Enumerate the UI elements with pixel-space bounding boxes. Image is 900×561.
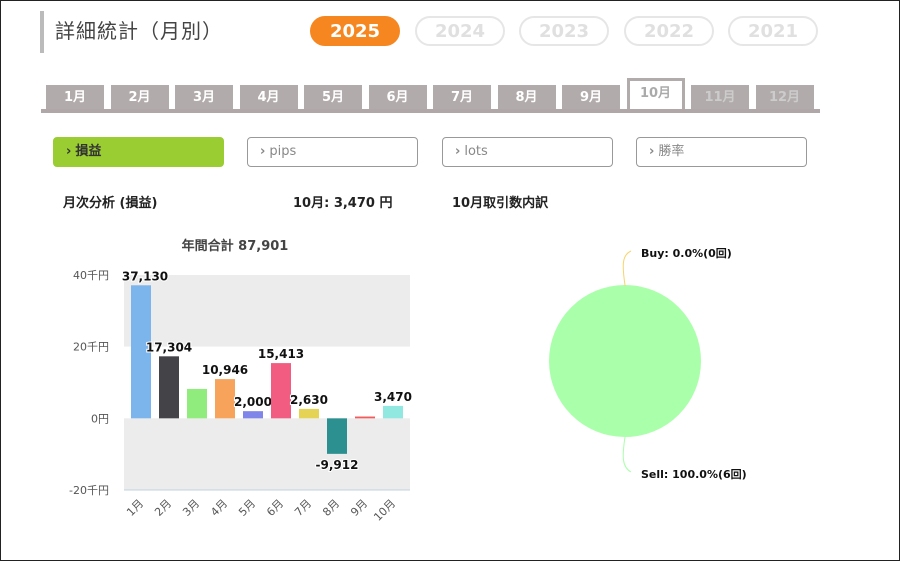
bar-4 (215, 379, 235, 419)
x-tick-label: 3月 (180, 497, 202, 519)
pie-label-sell: Sell: 100.0%(6回) (641, 467, 747, 481)
mode-label: pips (269, 144, 297, 159)
year-button-2023[interactable]: 2023 (519, 16, 609, 46)
tab-month-5[interactable]: 5月 (304, 85, 362, 109)
bar-data-label: 3,470 (374, 390, 412, 404)
tab-month-2[interactable]: 2月 (110, 85, 169, 109)
page-title: 詳細統計（月別） (55, 19, 223, 43)
y-tick-label: 0円 (91, 412, 109, 425)
month-total: 10月: 3,470 円 (293, 196, 393, 211)
tab-month-11[interactable]: 11月 (691, 85, 749, 109)
x-tick-label: 4月 (208, 497, 230, 519)
bar-10 (383, 405, 403, 419)
tab-month-10[interactable]: 10月 (626, 78, 685, 109)
plot-band-lower (124, 418, 410, 490)
pie-connector-sell (622, 436, 632, 473)
x-tick-label: 9月 (348, 497, 370, 519)
mode-label: 勝率 (658, 144, 685, 159)
y-tick-label: -20千円 (69, 484, 109, 497)
x-tick-label: 6月 (264, 497, 286, 519)
tab-month-8[interactable]: 8月 (497, 85, 556, 109)
bar-data-label: 37,130 (122, 269, 168, 283)
y-tick-label: 20千円 (73, 341, 109, 354)
chevron-right-icon: › (260, 144, 266, 159)
tab-month-3[interactable]: 3月 (175, 85, 233, 109)
tab-month-6[interactable]: 6月 (368, 85, 427, 109)
year-button-2025[interactable]: 2025 (310, 16, 400, 46)
pie-slice-sell (549, 285, 701, 437)
bar-data-label: -9,912 (316, 458, 359, 472)
chevron-right-icon: › (66, 144, 72, 159)
mode-button-pips[interactable]: › pips (247, 137, 418, 167)
bar-1 (131, 285, 151, 419)
y-tick-label: 40千円 (73, 269, 109, 282)
bar-9 (355, 416, 375, 419)
tab-month-7[interactable]: 7月 (433, 85, 491, 109)
bar-5 (243, 411, 263, 419)
year-button-2022[interactable]: 2022 (624, 16, 714, 46)
mode-button-winrate[interactable]: › 勝率 (636, 137, 807, 167)
x-tick-label: 5月 (236, 497, 258, 519)
x-tick-label: 7月 (292, 497, 314, 519)
bar-8 (327, 418, 347, 454)
title-accent-bar (40, 11, 44, 53)
x-tick-label: 8月 (320, 497, 342, 519)
x-tick-label: 2月 (152, 497, 174, 519)
tab-month-4[interactable]: 4月 (239, 85, 298, 109)
chevron-right-icon: › (649, 144, 655, 159)
tab-month-12[interactable]: 12月 (755, 85, 814, 109)
tab-month-1[interactable]: 1月 (46, 85, 104, 109)
pie-connector-buy (622, 250, 632, 286)
mode-label: 損益 (75, 144, 102, 159)
mode-button-lots[interactable]: › lots (442, 137, 613, 167)
chevron-right-icon: › (455, 144, 461, 159)
bar-chart-title: 年間合計 87,901 (182, 238, 289, 254)
tab-month-9[interactable]: 9月 (562, 85, 620, 109)
pie-label-buy: Buy: 0.0%(0回) (641, 246, 732, 260)
bar-data-label: 2,630 (290, 393, 328, 407)
section-title: 月次分析 (損益) (63, 196, 158, 211)
bar-6 (271, 363, 291, 419)
plot-band-upper (124, 275, 410, 347)
month-tabs-baseline (41, 109, 820, 113)
mode-button-profit[interactable]: › 損益 (53, 137, 224, 167)
bar-7 (299, 408, 319, 419)
x-tick-label: 10月 (371, 497, 398, 524)
bar-2 (159, 356, 179, 419)
year-button-2021[interactable]: 2021 (728, 16, 818, 46)
mode-label: lots (464, 144, 488, 159)
bar-data-label: 17,304 (146, 340, 192, 354)
bar-data-label: 15,413 (258, 347, 304, 361)
breakdown-title: 10月取引数内訳 (452, 196, 549, 211)
bar-data-label: 2,000 (234, 395, 272, 409)
x-tick-label: 1月 (124, 497, 146, 519)
year-button-2024[interactable]: 2024 (415, 16, 505, 46)
bar-3 (187, 388, 207, 419)
bar-data-label: 10,946 (202, 363, 248, 377)
